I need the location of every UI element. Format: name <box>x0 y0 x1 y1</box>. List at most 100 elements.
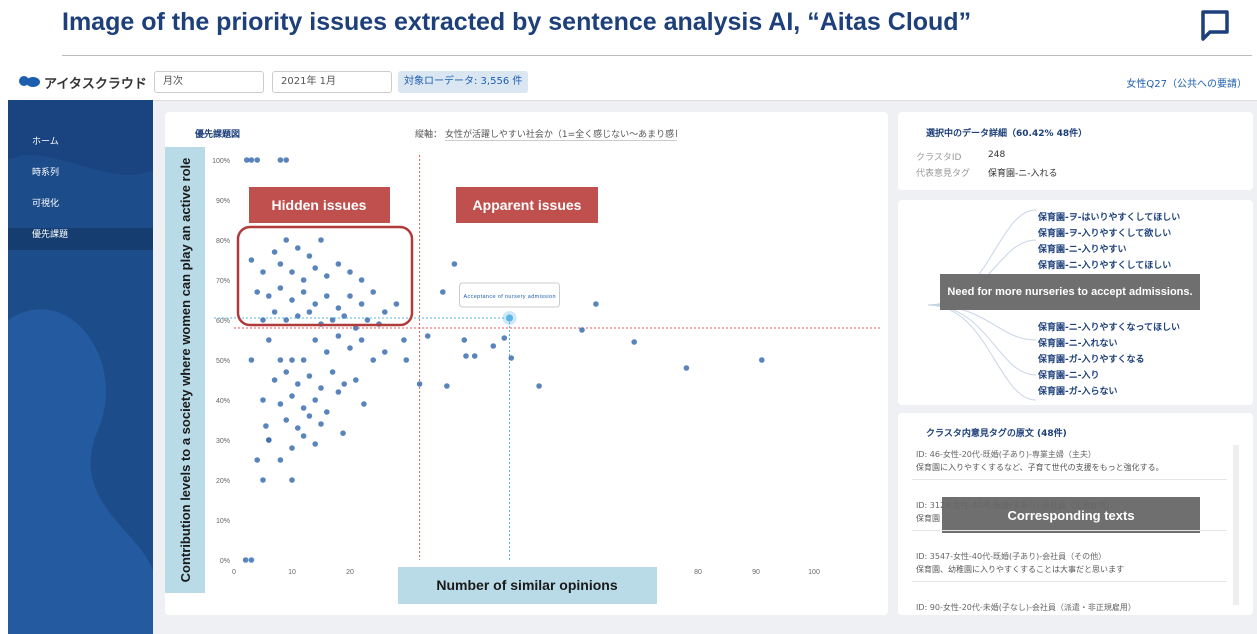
y-tick-label: 80% <box>216 238 230 245</box>
point <box>335 333 342 339</box>
tag-item: 保育園-ヲ-入りやすくして欲しい <box>1038 229 1172 239</box>
y-axis-title: Contribution levels to a society where w… <box>178 158 193 583</box>
chart-title: 優先課題図 <box>195 130 241 140</box>
sidebar: ホーム時系列可視化優先課題 <box>8 100 153 634</box>
point <box>329 317 336 323</box>
filter[interactable]: 女性Q27（公共への要請） <box>1126 79 1247 90</box>
point <box>289 269 295 275</box>
point <box>353 325 359 331</box>
axis-select[interactable]: 女性が活躍しやすい社会か（1=全く感じない〜あまり感じ... <box>445 127 677 141</box>
nav-item[interactable]: ホーム <box>32 137 59 147</box>
point <box>283 417 289 423</box>
point <box>324 409 330 415</box>
point <box>312 265 318 271</box>
point <box>358 337 365 343</box>
entry-divider <box>912 530 1227 531</box>
entry-text: 保育園に入りやすくするなど、子育て世代の支援をもっと強化する。 <box>916 463 1164 472</box>
point <box>248 557 255 563</box>
point <box>300 433 307 439</box>
tag-item: 保育園-ヲ-はいりやすくしてほしい <box>1038 213 1181 223</box>
point <box>289 393 295 399</box>
point <box>254 457 260 463</box>
logo: アイタスクラウド <box>44 77 147 92</box>
point <box>364 317 371 323</box>
tag-item: 保育園-ニ-入りやすくなってほしい <box>1038 323 1181 333</box>
x-tick-label: 0 <box>232 569 236 576</box>
point <box>508 355 515 361</box>
entry-divider <box>912 581 1227 582</box>
highlight-point[interactable] <box>506 314 513 322</box>
point <box>335 305 342 311</box>
point <box>295 425 301 431</box>
tags-panel: Need for more nurseries to accept admiss… <box>898 200 1253 405</box>
point <box>248 157 255 163</box>
point <box>306 413 313 419</box>
entry-id: ID: 90-女性-20代-未婚(子なし)-会社員（派遣・非正規雇用） <box>916 603 1136 612</box>
entry-text: 保育園、幼稚園に入りやすくすることは大事だと思います <box>916 565 1124 574</box>
point <box>300 357 307 363</box>
point <box>759 357 765 363</box>
y-tick-label: 20% <box>216 478 230 485</box>
scrollbar[interactable] <box>1233 445 1239 605</box>
tag-item: 保育園-ガ-入らない <box>1038 387 1118 397</box>
point <box>444 383 450 389</box>
point <box>358 301 365 307</box>
point <box>260 397 266 403</box>
point <box>254 289 260 295</box>
point <box>501 335 508 341</box>
logo-icon <box>19 76 40 87</box>
point <box>318 237 324 243</box>
point <box>289 357 295 363</box>
tag: 保育園-ニ-入れる <box>988 169 1058 179</box>
nav-item[interactable]: 時系列 <box>32 168 60 178</box>
point <box>266 437 272 443</box>
point <box>318 385 324 391</box>
point <box>266 337 272 343</box>
texts-title: クラスタ内意見タグの原文 (48件) <box>926 429 1067 439</box>
month: 2021年 1月 <box>281 76 336 87</box>
point <box>335 389 342 395</box>
entry-id: ID: 3129-女性-40代-既婚(子あり)-会社員（正規雇用） <box>916 501 1115 510</box>
point <box>283 369 289 375</box>
nav-item[interactable]: 優先課題 <box>32 230 69 240</box>
period-select[interactable]: 月次 <box>154 71 264 93</box>
point <box>263 423 269 429</box>
point <box>295 313 301 319</box>
apparent-issues-label: Apparent issues <box>473 197 582 213</box>
point <box>393 301 400 307</box>
point <box>318 421 324 427</box>
tags-callout: Need for more nurseries to accept admiss… <box>940 274 1200 310</box>
tag-item: 保育園-ニ-入り <box>1038 371 1100 381</box>
y-axis-title-box <box>165 147 205 593</box>
point <box>579 327 585 333</box>
point <box>242 557 249 563</box>
y-tick-label: 10% <box>216 518 230 525</box>
y-tick-label: 90% <box>216 198 230 205</box>
apparent-issues-box <box>456 187 598 223</box>
point <box>283 157 289 163</box>
nav-item[interactable]: 可視化 <box>32 199 60 209</box>
point <box>254 157 260 163</box>
cluster-label: クラスタID <box>916 153 962 163</box>
comment-icon[interactable] <box>1198 8 1232 42</box>
detail-title: 選択中のデータ詳細（60.42% 48件） <box>926 129 1088 139</box>
point <box>382 349 388 355</box>
entry-id: ID: 3547-女性-40代-既婚(子あり)-会社員（その他） <box>916 552 1107 561</box>
divider <box>62 55 1252 56</box>
point <box>300 277 307 283</box>
tag-item: 保育園-ガ-入りやすくなる <box>1038 355 1145 365</box>
x-axis-title: Number of similar opinions <box>436 577 617 593</box>
point <box>461 337 468 343</box>
point <box>260 317 266 323</box>
point <box>683 365 690 371</box>
y-tick-label: 40% <box>216 398 230 405</box>
point <box>289 477 295 483</box>
month-select[interactable]: 2021年 1月 <box>272 71 392 93</box>
point <box>248 357 255 363</box>
x-tick-label: 80 <box>694 569 702 576</box>
point <box>271 309 278 315</box>
point <box>347 345 353 351</box>
point <box>347 269 353 275</box>
detail-panel: 選択中のデータ詳細（60.42% 48件） クラスタID 248 代表意見タグ … <box>898 112 1253 190</box>
point <box>324 349 330 355</box>
